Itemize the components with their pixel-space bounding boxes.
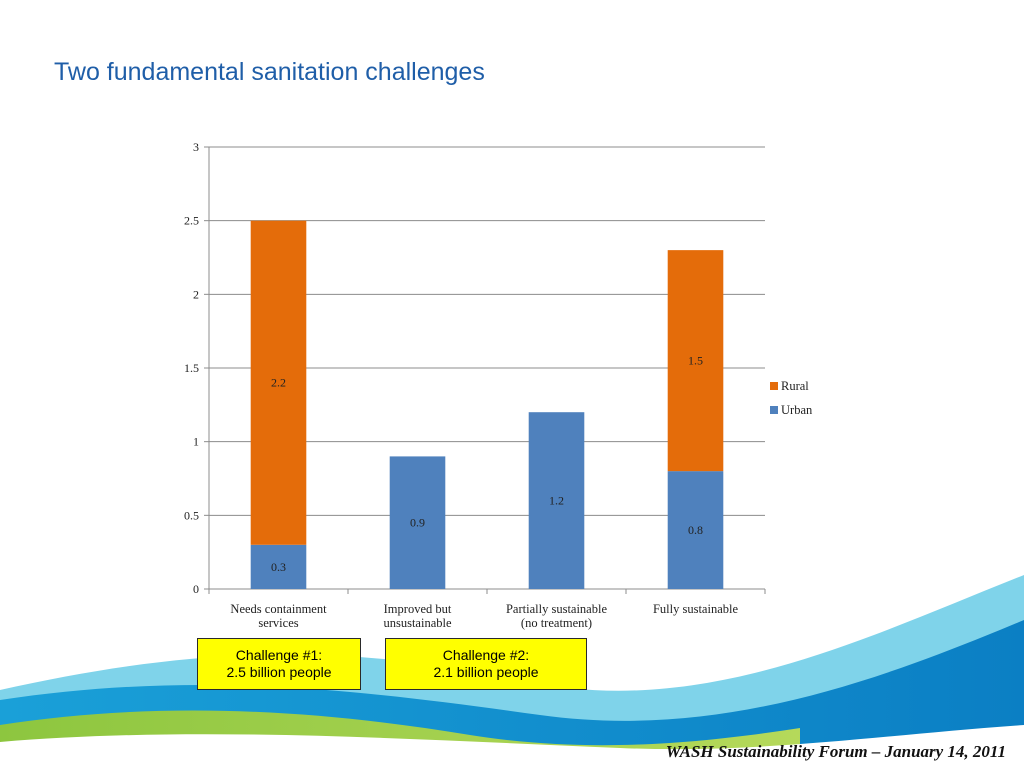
- y-tick-label: 2: [193, 287, 199, 301]
- challenge-2-value: 2.1 billion people: [433, 664, 539, 680]
- bar-rural: [667, 250, 724, 472]
- challenge-1-callout: Challenge #1: 2.5 billion people: [197, 638, 361, 690]
- footer-text: WASH Sustainability Forum – January 14, …: [665, 742, 1006, 761]
- bars: [250, 220, 724, 589]
- x-tick-label: Partially sustainable: [506, 602, 607, 616]
- y-tick-label: 1.5: [184, 361, 199, 375]
- data-label-urban: 0.8: [688, 523, 703, 537]
- legend-label-urban: Urban: [781, 403, 813, 417]
- y-tick-label: 0.5: [184, 508, 199, 522]
- y-tick-label: 1: [193, 435, 199, 449]
- slide-title: Two fundamental sanitation challenges: [54, 58, 485, 86]
- x-tick-label: Needs containment: [230, 602, 327, 616]
- x-tick-label: unsustainable: [383, 616, 451, 630]
- bar-urban: [667, 471, 724, 589]
- x-tick-label: services: [258, 616, 298, 630]
- data-label-rural: 2.2: [271, 376, 286, 390]
- legend-label-rural: Rural: [781, 379, 809, 393]
- legend: Rural Urban: [770, 379, 813, 417]
- x-tick-label: Improved but: [384, 602, 452, 616]
- data-labels: 0.3 2.2 0.9 1.2 0.8 1.5: [271, 354, 703, 574]
- data-label-rural: 1.5: [688, 354, 703, 368]
- y-tick-label: 3: [193, 140, 199, 154]
- bar-urban: [250, 544, 307, 589]
- y-tick-label: 0: [193, 582, 199, 596]
- legend-swatch-rural: [770, 382, 778, 390]
- challenge-1-title: Challenge #1:: [235, 647, 323, 663]
- wave-white-band: [0, 725, 1024, 768]
- x-tick-label: Fully sustainable: [653, 602, 739, 616]
- data-label-urban: 1.2: [549, 494, 564, 508]
- challenge-2-callout: Challenge #2: 2.1 billion people: [385, 638, 587, 690]
- x-tick-label: (no treatment): [521, 616, 592, 630]
- legend-swatch-urban: [770, 406, 778, 414]
- challenge-2-title: Challenge #2:: [442, 647, 530, 663]
- challenge-1-value: 2.5 billion people: [226, 664, 332, 680]
- bar-urban: [389, 456, 446, 589]
- bar-rural: [250, 220, 307, 545]
- data-label-urban: 0.9: [410, 516, 425, 530]
- y-tick-label: 2.5: [184, 214, 199, 228]
- bar-urban: [528, 412, 585, 589]
- data-label-urban: 0.3: [271, 560, 286, 574]
